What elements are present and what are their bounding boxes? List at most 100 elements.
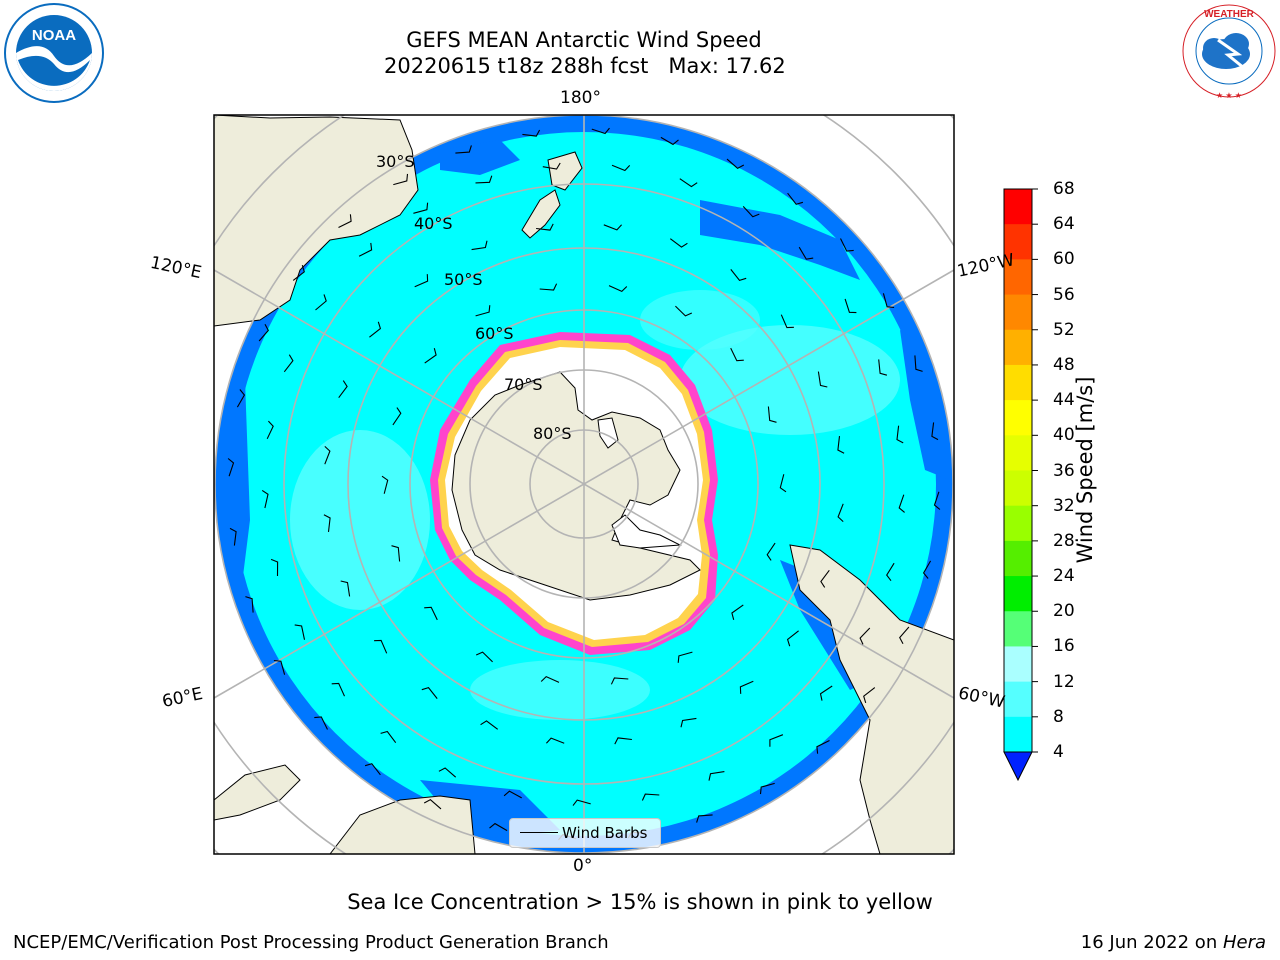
wind-barb [545, 737, 565, 744]
wind-barb [475, 175, 493, 184]
wind-barb [837, 503, 844, 523]
colorbar-cell [1004, 646, 1032, 683]
footer-date-text: 16 Jun 2022 on [1080, 932, 1223, 953]
footer-date: 16 Jun 2022 on Hera [1081, 932, 1266, 953]
wind-barb [696, 814, 713, 823]
wind-barb [669, 238, 688, 248]
wind-barb [731, 604, 744, 620]
wind-barb [391, 545, 401, 562]
wind-barb [489, 822, 508, 832]
colorbar-cell [1004, 611, 1032, 647]
wind-barb [614, 737, 632, 745]
colorbar-title: Wind Speed [m/s] [1073, 376, 1097, 564]
colorbar [1003, 188, 1038, 782]
wind-barb [522, 129, 541, 137]
wind-barb [931, 422, 939, 441]
sea-ice-caption: Sea Ice Concentration > 15% is shown in … [347, 890, 933, 914]
colorbar-tick-label: 20 [1053, 601, 1075, 622]
colorbar-tick-label: 68 [1053, 179, 1075, 199]
wind-barb [261, 489, 269, 509]
colorbar-cell [1004, 259, 1032, 296]
wind-barb [816, 740, 830, 754]
wind-barb [572, 799, 591, 806]
wind-barb [414, 274, 429, 288]
wind-barb [503, 790, 522, 799]
wind-barb [314, 716, 328, 730]
wind-barb [424, 606, 438, 621]
colorbar-tick-label: 44 [1053, 390, 1075, 411]
colorbar-cell [1004, 400, 1032, 436]
colorbar-tick-label: 12 [1053, 671, 1075, 692]
wind-barb [641, 793, 660, 801]
colorbar-cell [1004, 364, 1032, 401]
wind-barbs [227, 127, 941, 841]
wind-barb [787, 192, 804, 205]
wind-barb [421, 686, 438, 699]
wind-barb [236, 389, 246, 408]
wind-barb-legend-line [520, 832, 558, 833]
wind-barb [480, 720, 499, 730]
colorbar-cell [1004, 576, 1032, 612]
wind-barb [455, 145, 472, 154]
wind-barb [358, 242, 373, 257]
nws-logo: WEATHER ★ ★ ★ [1182, 4, 1276, 100]
lat-label-50s: 50°S [444, 270, 483, 289]
wind-barb [914, 355, 923, 372]
lat-label-30s: 30°S [376, 152, 415, 171]
ross-ice-shelf [597, 417, 619, 449]
wind-barb [742, 206, 760, 218]
footer-host: Hera [1222, 932, 1266, 953]
wind-barb [540, 675, 560, 683]
wind-barb [819, 685, 833, 701]
colorbar-tick-label: 16 [1053, 636, 1075, 657]
colorbar-cell [1004, 716, 1032, 753]
wind-barb [611, 164, 631, 172]
colorbar-cell [1004, 189, 1032, 225]
wind-barb [817, 371, 828, 388]
wind-barb [331, 682, 346, 697]
wind-barb [475, 305, 491, 317]
wind-barb [266, 420, 274, 440]
wind-barb [899, 626, 910, 645]
wind-barb [708, 771, 725, 781]
colorbar-tick-label: 64 [1053, 214, 1075, 235]
wind-barb [338, 380, 348, 399]
colorbar-tick-label: 28 [1053, 530, 1075, 551]
lon-label-0: 0° [573, 856, 593, 876]
wind-barb [369, 321, 382, 338]
colorbar-tick-label: 8 [1053, 706, 1064, 727]
wind-barb [739, 680, 754, 694]
wind-barb [844, 298, 857, 314]
wind-barb [922, 560, 932, 579]
wind-barb [283, 354, 294, 373]
wind-barb [730, 269, 747, 282]
new-zealand-south [521, 189, 561, 239]
colorbar-cell [1004, 681, 1032, 718]
wind-barb [438, 767, 457, 778]
wind-barb [882, 293, 895, 309]
colorbar-cell [1004, 294, 1032, 331]
wind-barb [591, 127, 610, 135]
map-frame [213, 114, 955, 855]
wind-barb [471, 240, 488, 251]
wind-barb [374, 639, 388, 654]
lat-label-40s: 40°S [414, 214, 453, 233]
wind-barb [294, 624, 306, 640]
wind-barb [780, 314, 794, 329]
wind-barb [766, 542, 776, 561]
wind-barb [324, 445, 331, 465]
wind-barb [896, 425, 904, 444]
wind-barb [424, 348, 437, 364]
graticule [213, 115, 955, 854]
wind-barb [381, 475, 389, 494]
wind-barb [677, 651, 693, 663]
wind-barb [786, 630, 799, 647]
wind-barb [863, 687, 876, 704]
colorbar-tick-label: 32 [1053, 495, 1075, 516]
wind-barb [610, 677, 629, 685]
colorbar-tick-label: 36 [1053, 460, 1075, 481]
lat-label-60s: 60°S [475, 324, 514, 343]
wind-barb [270, 558, 279, 577]
wind-barb [859, 627, 871, 645]
svg-text:NOAA: NOAA [32, 27, 76, 44]
